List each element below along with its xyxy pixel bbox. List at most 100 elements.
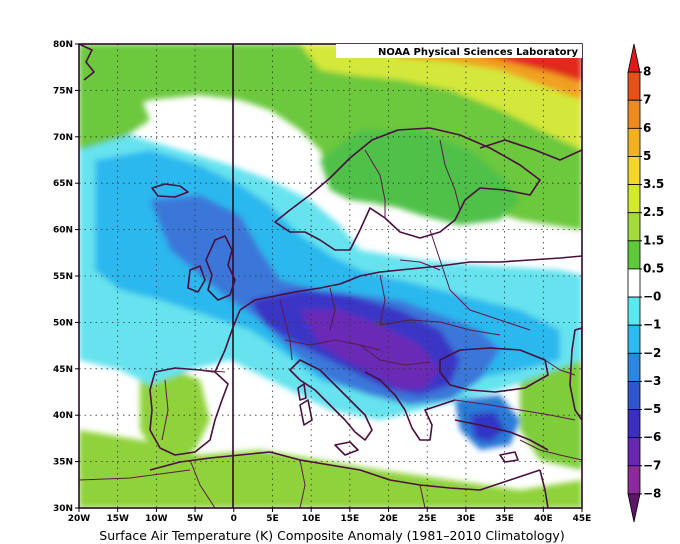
colorbar-segment <box>627 409 641 439</box>
border-caucasus <box>544 359 576 376</box>
border-russia <box>429 229 531 331</box>
colorbar-segment <box>627 71 641 101</box>
colorbar-label: −2 <box>643 346 661 360</box>
lon-label: 10W <box>145 514 168 524</box>
colorbar-label: −3 <box>643 374 661 388</box>
border-finland-russia <box>439 139 461 211</box>
colorbar-arrow-bottom <box>627 493 641 523</box>
coast-levant <box>539 469 549 508</box>
lon-label: 45E <box>573 514 592 524</box>
country-borders <box>79 139 582 508</box>
lat-label: 65N <box>53 179 73 189</box>
credit-box-background <box>336 44 582 58</box>
colorbar-segment <box>627 296 641 326</box>
lon-label: 10E <box>302 514 321 524</box>
colorbar-label: −0 <box>643 290 661 304</box>
colorbar-segment <box>627 99 641 129</box>
border-algeria-tunisia <box>299 459 306 508</box>
coast-greenland-edge <box>79 44 95 81</box>
colorbar: 8 7 6 5 3.5 2.5 1.5 0.5 −0 −1 −2 −3 −5 −6 −7 −8 <box>627 43 664 523</box>
lon-label: 20W <box>68 514 91 524</box>
colorbar-label: −6 <box>643 430 661 444</box>
coast-sicily <box>334 441 359 456</box>
coast-black-sea <box>439 347 549 393</box>
coast-north-africa <box>149 451 541 491</box>
colorbar-arrow-top <box>627 43 641 73</box>
border-algeria-morocco <box>189 459 216 508</box>
colorbar-label: −8 <box>643 486 661 500</box>
colorbar-segment <box>627 184 641 214</box>
colorbar-label: 1.5 <box>643 233 664 247</box>
lat-label: 45N <box>53 365 73 375</box>
lat-label: 30N <box>53 504 73 514</box>
border-france-germany <box>279 299 293 361</box>
colorbar-segment <box>627 127 641 157</box>
coast-scandinavia <box>274 127 541 251</box>
lat-label: 75N <box>53 86 73 96</box>
axis-tick-marks <box>75 43 583 512</box>
lon-label: 40E <box>534 514 553 524</box>
lon-label: 25E <box>418 514 437 524</box>
latitude-labels: 80N 75N 70N 65N 60N 55N 50N 45N 40N 35N 30N <box>53 40 73 514</box>
lat-label: 60N <box>53 226 73 236</box>
border-syria-iraq <box>519 439 582 461</box>
lon-label: 0 <box>231 514 237 524</box>
border-spain-france <box>199 369 226 373</box>
border-alps <box>284 339 381 351</box>
lat-label: 55N <box>53 272 73 282</box>
colorbar-label: 2.5 <box>643 205 664 219</box>
coast-cyprus <box>499 451 519 463</box>
colorbar-segment <box>627 240 641 270</box>
anomaly-region-scandinavia-green <box>320 130 520 225</box>
colorbar-segment <box>627 381 641 410</box>
colorbar-label: 3.5 <box>643 177 664 191</box>
coast-caspian <box>569 327 582 421</box>
colorbar-label: −1 <box>643 318 661 332</box>
border-poland-belarus <box>379 274 386 326</box>
colorbar-label: −7 <box>643 458 661 472</box>
border-danube <box>359 344 431 366</box>
coast-ireland <box>187 265 206 293</box>
colorbar-segment <box>627 156 641 185</box>
colorbar-label: −5 <box>643 402 661 416</box>
colorbar-segment <box>627 268 641 298</box>
border-north-africa-inland <box>79 469 191 481</box>
lat-label: 70N <box>53 133 73 143</box>
colorbar-segment <box>627 352 641 382</box>
lon-label: 5W <box>187 514 203 524</box>
lat-label: 35N <box>53 458 73 468</box>
coast-iceland <box>151 183 189 198</box>
credit-box: NOAA Physical Sciences Laboratory <box>336 44 582 58</box>
colorbar-segment <box>627 437 641 467</box>
lon-label: 15E <box>341 514 360 524</box>
lon-label: 5E <box>266 514 278 524</box>
border-baltics <box>399 259 441 271</box>
colorbar-label: 5 <box>643 149 651 163</box>
lon-label: 35E <box>495 514 514 524</box>
colorbar-segment <box>627 324 641 354</box>
lon-label: 30E <box>457 514 476 524</box>
lat-lon-grid <box>79 44 582 508</box>
map-plot-area <box>79 44 582 508</box>
lon-label: 15W <box>106 514 129 524</box>
anomaly-region-iberia-green <box>140 370 210 460</box>
coast-france-biscay <box>214 309 241 373</box>
colorbar-segment <box>627 212 641 242</box>
lat-label: 80N <box>53 40 73 50</box>
coast-continent-west <box>239 255 582 311</box>
colorbar-segment <box>627 465 641 495</box>
lat-label: 40N <box>53 411 73 421</box>
coast-italy <box>289 359 373 441</box>
anomaly-region-west-green <box>79 96 150 155</box>
border-libya-egypt <box>419 484 426 508</box>
colorbar-label: 7 <box>643 93 651 107</box>
border-spain-portugal <box>161 379 169 441</box>
border-ukraine <box>379 319 501 336</box>
credit-text: NOAA Physical Sciences Laboratory <box>378 47 579 58</box>
colorbar-label: 0.5 <box>643 261 664 275</box>
lat-label: 50N <box>53 318 73 328</box>
coast-sardinia <box>299 399 313 426</box>
colorbar-label: 8 <box>643 65 651 79</box>
border-germany-poland <box>329 287 336 331</box>
